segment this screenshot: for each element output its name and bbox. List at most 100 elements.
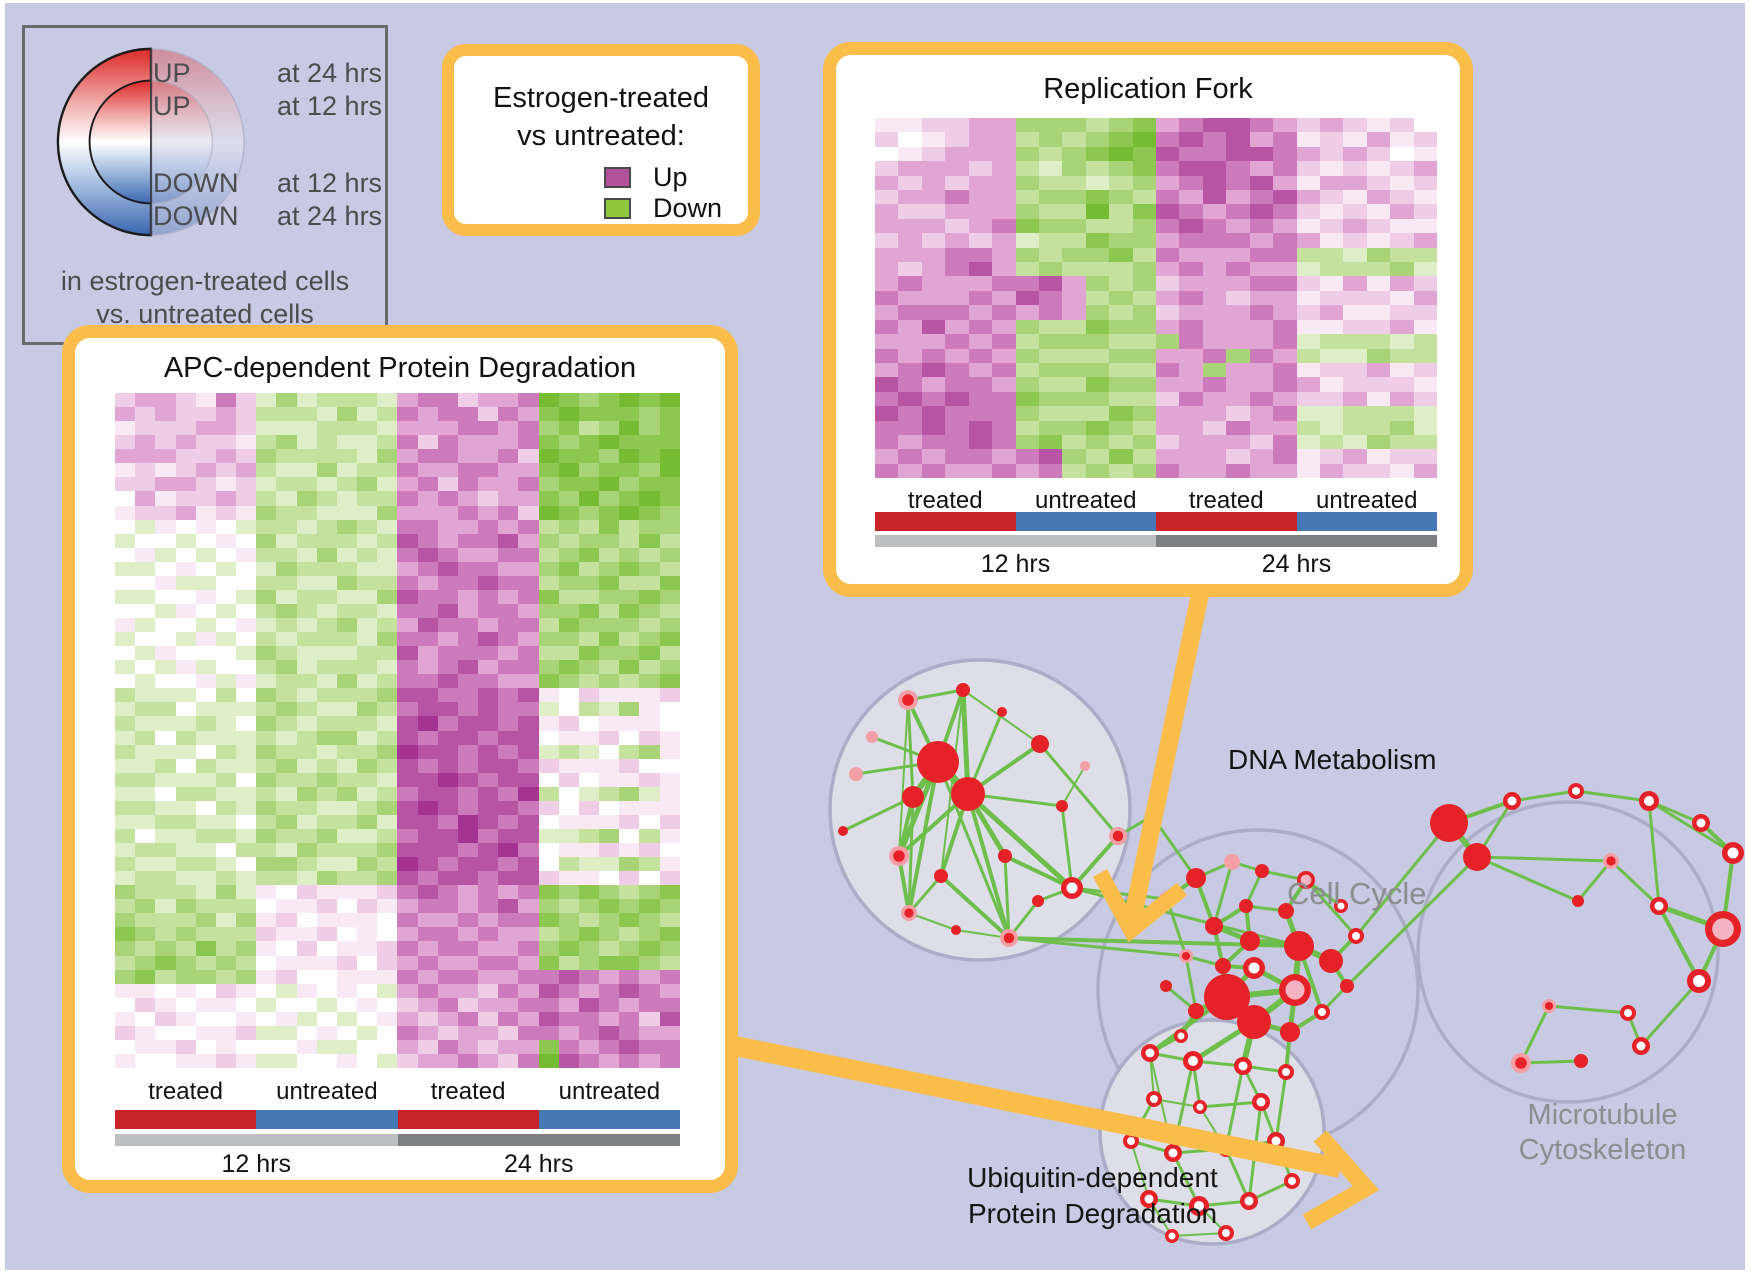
- heatmap-cell: [115, 421, 136, 436]
- heatmap-cell: [478, 435, 499, 450]
- heatmap-cell: [135, 589, 156, 604]
- heatmap-cell: [1273, 434, 1297, 450]
- heatmap-cell: [1015, 319, 1039, 335]
- heatmap-row: [115, 533, 680, 548]
- heatmap-cell: [1343, 305, 1367, 320]
- heatmap-cell: [1249, 276, 1274, 291]
- heatmap-cell: [478, 575, 499, 590]
- heatmap-cell: [357, 730, 378, 745]
- heatmap-row: [115, 927, 680, 942]
- heatmap-cell: [336, 547, 358, 562]
- heatmap-cell: [215, 828, 237, 843]
- heatmap-cell: [518, 407, 539, 422]
- heatmap-cell: [457, 997, 479, 1012]
- heatmap-cell: [498, 533, 519, 548]
- heatmap-cell: [377, 927, 398, 942]
- heatmap-cell: [236, 632, 257, 647]
- heatmap-cell: [115, 772, 136, 787]
- heatmap-cell: [135, 1011, 156, 1026]
- heatmap-cell: [135, 421, 156, 436]
- heatmap-cell: [558, 843, 579, 858]
- heatmap-cell: [875, 118, 899, 133]
- heatmap-cell: [1343, 463, 1367, 479]
- heatmap-cell: [898, 406, 922, 421]
- heatmap-cell: [397, 575, 418, 590]
- heatmap-cell: [1085, 319, 1110, 335]
- heatmap-cell: [336, 407, 358, 422]
- heatmap-cell: [135, 618, 156, 633]
- heatmap-cell: [377, 786, 398, 801]
- heatmap-cell: [457, 688, 479, 703]
- heatmap-cell: [619, 927, 640, 942]
- heatmap-cell: [1390, 190, 1414, 205]
- heatmap-cell: [1273, 391, 1297, 407]
- heatmap-cell: [518, 730, 539, 745]
- heatmap-cell: [316, 547, 337, 562]
- heatmap-cell: [195, 674, 216, 689]
- heatmap-cell: [256, 618, 277, 633]
- heatmap-cell: [316, 955, 337, 970]
- heatmap-cell: [236, 927, 257, 942]
- heatmap-cell: [498, 1039, 519, 1054]
- heatmap-cell: [215, 941, 237, 956]
- heatmap-cell: [236, 688, 257, 703]
- heatmap-cell: [945, 233, 969, 248]
- heatmap-cell: [236, 702, 257, 717]
- heatmap-cell: [135, 1053, 156, 1068]
- heatmap-cell: [1015, 146, 1039, 162]
- heatmap-cell: [518, 913, 539, 928]
- heatmap-cell: [619, 505, 640, 520]
- heatmap-cell: [518, 843, 539, 858]
- heatmap-cell: [296, 533, 317, 548]
- heatmap-cell: [155, 969, 176, 984]
- heatmap-cell: [316, 463, 337, 478]
- heatmap-cell: [619, 730, 640, 745]
- heatmap-cell: [155, 1039, 176, 1054]
- gradient-legend-box: UP at 24 hrs UP at 12 hrs DOWN at 12 hrs…: [22, 25, 388, 345]
- heatmap-cell: [1296, 190, 1321, 205]
- heatmap-cell: [296, 547, 317, 562]
- heatmap-cell: [968, 406, 993, 421]
- heatmap-cell: [478, 603, 499, 618]
- heatmap-cell: [538, 899, 559, 914]
- heatmap-cell: [276, 463, 297, 478]
- heatmap-cell: [1343, 262, 1367, 277]
- heatmap-cell: [1296, 334, 1321, 349]
- heatmap-cell: [357, 1011, 378, 1026]
- heatmap-cell: [215, 758, 237, 773]
- heatmap-cell: [538, 632, 559, 647]
- heatmap-row: [115, 646, 680, 661]
- untreated-bar: [1015, 512, 1156, 531]
- heatmap-cell: [945, 319, 969, 335]
- heatmap-cell: [898, 463, 922, 479]
- heatmap-cell: [155, 688, 176, 703]
- legend-row-down12: DOWN: [153, 168, 239, 198]
- heatmap-cell: [992, 276, 1016, 291]
- heatmap-cell: [296, 1039, 317, 1054]
- heatmap-cell: [992, 391, 1016, 407]
- heatmap-cell: [558, 828, 579, 843]
- heatmap-cell: [357, 913, 378, 928]
- heatmap-cell: [578, 744, 600, 759]
- heatmap-cell: [417, 702, 438, 717]
- heatmap-cell: [296, 857, 317, 872]
- heatmap-cell: [659, 519, 680, 534]
- heatmap-cell: [1366, 175, 1391, 191]
- heatmap-cell: [1296, 204, 1321, 219]
- heatmap-cell: [195, 589, 216, 604]
- heatmap-row: [875, 434, 1438, 450]
- heatmap-cell: [437, 561, 458, 576]
- heatmap-cell: [1320, 391, 1344, 407]
- heatmap-cell: [1085, 161, 1110, 176]
- heatmap-cell: [437, 828, 458, 843]
- heatmap-cell: [236, 491, 257, 506]
- heatmap-cell: [437, 702, 458, 717]
- heatmap-cell: [659, 449, 680, 464]
- heatmap-cell: [195, 491, 216, 506]
- heatmap-cell: [1202, 146, 1227, 162]
- heatmap-cell: [898, 262, 922, 277]
- heatmap-cell: [619, 407, 640, 422]
- heatmap-cell: [478, 843, 499, 858]
- heatmap-cell: [236, 575, 257, 590]
- heatmap-cell: [518, 603, 539, 618]
